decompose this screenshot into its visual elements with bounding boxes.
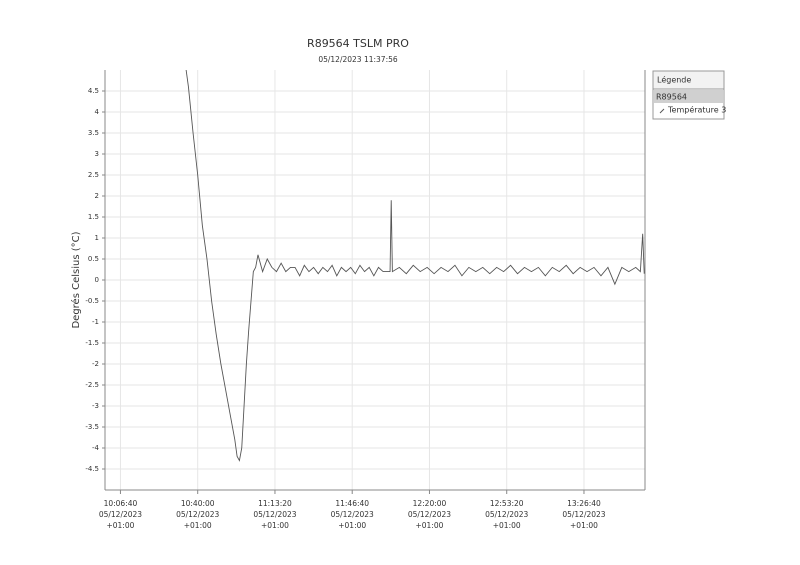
x-tick-label: 12:20:00 [413,499,447,508]
x-tick-label: 11:46:40 [335,499,369,508]
y-tick-label: -2 [92,360,99,368]
x-tick-label: +01:00 [416,521,444,530]
x-tick-label: 05/12/2023 [176,510,219,519]
legend-group-bg [654,90,723,103]
legend-title: Légende [657,75,691,85]
x-tick-label: +01:00 [570,521,598,530]
x-tick-label: 05/12/2023 [253,510,296,519]
y-tick-label: 1 [95,234,99,242]
y-axis-label: Degrés Celsius (°C) [70,231,82,328]
legend-header [652,70,725,90]
y-tick-label: -0.5 [85,297,99,305]
x-tick-label: +01:00 [338,521,366,530]
x-tick-label: +01:00 [261,521,289,530]
y-tick-label: -4 [92,444,100,452]
y-tick-label: -4.5 [85,465,99,473]
legend: Légende R89564 Température 3 [652,70,726,120]
x-tick-label: 05/12/2023 [331,510,374,519]
y-tick-label: 2.5 [88,171,99,179]
y-tick-label: 4.5 [88,87,99,95]
x-tick-label: 12:53:20 [490,499,524,508]
chart-title: R89564 TSLM PRO [307,37,409,50]
x-tick-label: 10:06:40 [104,499,138,508]
legend-entry[interactable]: Température 3 [667,105,726,115]
chart-subtitle: 05/12/2023 11:37:56 [318,55,398,64]
y-tick-label: -2.5 [85,381,99,389]
data-line [185,70,645,462]
y-tick-label: -1.5 [85,339,99,347]
x-tick-label: +01:00 [106,521,134,530]
x-tick-label: 13:26:40 [567,499,601,508]
y-tick-label: 3 [95,150,99,158]
y-tick-label: 0 [95,276,99,284]
y-tick-label: -3 [92,402,99,410]
x-tick-label: +01:00 [184,521,212,530]
y-tick-label: 4 [95,108,100,116]
x-tick-label: 05/12/2023 [562,510,605,519]
y-tick-label: -3.5 [85,423,99,431]
legend-group: R89564 [656,93,687,102]
y-tick-label: 2 [95,192,99,200]
y-tick-label: 0.5 [88,255,99,263]
x-tick-label: 05/12/2023 [485,510,528,519]
x-tick-label: 05/12/2023 [408,510,451,519]
x-tick-label: +01:00 [493,521,521,530]
x-tick-label: 10:40:00 [181,499,215,508]
y-tick-label: 3.5 [88,129,99,137]
x-tick-label: 05/12/2023 [99,510,142,519]
y-tick-label: 1.5 [88,213,99,221]
x-tick-label: 11:13:20 [258,499,292,508]
legend-swatch [659,108,665,114]
y-tick-label: -1 [92,318,99,326]
